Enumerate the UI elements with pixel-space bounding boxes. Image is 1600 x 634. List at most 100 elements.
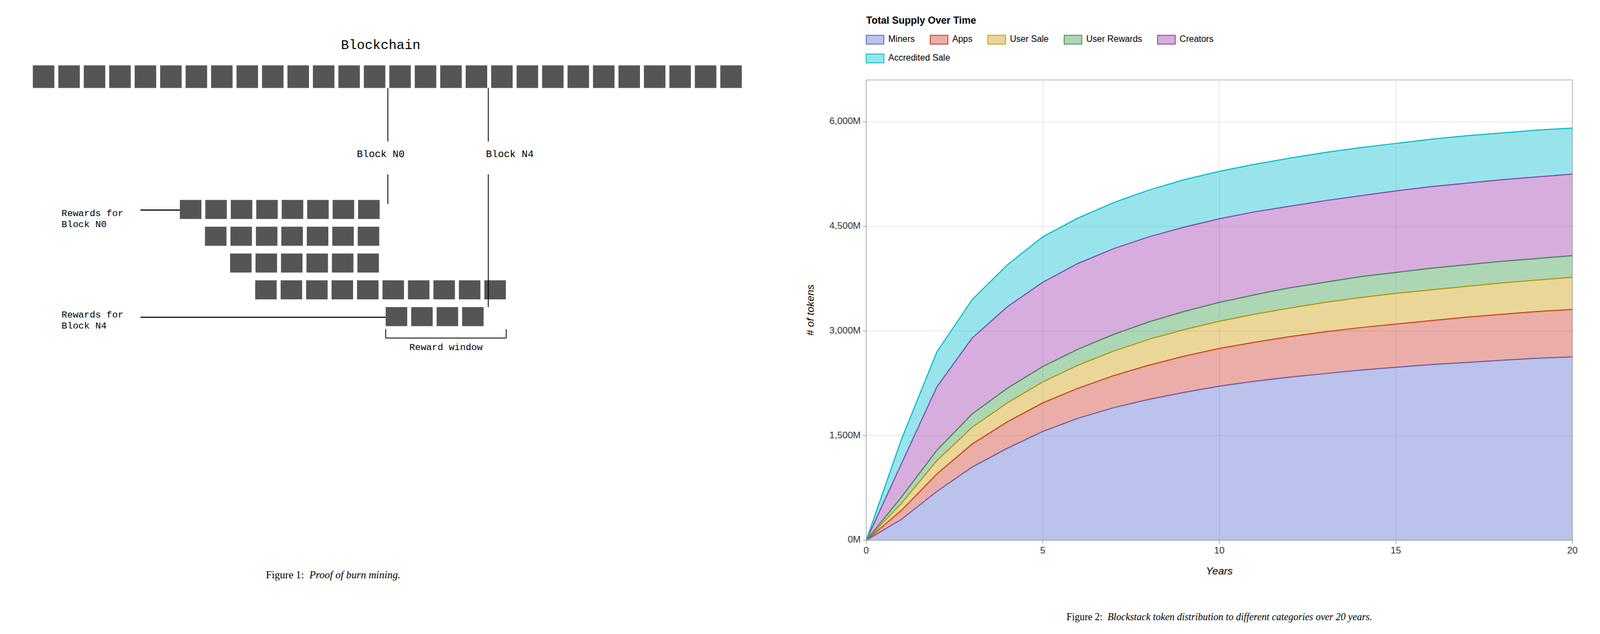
bracket xyxy=(385,329,387,339)
block xyxy=(567,65,590,89)
connector xyxy=(140,316,387,318)
legend-swatch xyxy=(987,35,1006,45)
block xyxy=(459,280,481,300)
legend-swatch xyxy=(866,35,884,45)
block xyxy=(306,226,329,247)
legend-swatch xyxy=(1157,35,1176,45)
legend-entry: Apps xyxy=(952,34,973,44)
tick-label: 0 xyxy=(863,545,869,557)
block xyxy=(542,65,564,89)
block xyxy=(363,65,386,89)
tick-label: 20 xyxy=(1567,545,1578,557)
tick xyxy=(862,435,867,437)
y-axis-label: # of tokens xyxy=(804,284,816,336)
bracket xyxy=(505,329,508,339)
connector xyxy=(487,88,489,142)
tick xyxy=(866,540,867,544)
connector xyxy=(387,174,389,205)
block xyxy=(280,253,303,274)
text-line: Block N4 xyxy=(486,148,534,160)
legend-entry: Miners xyxy=(888,34,915,44)
tick-label: 5 xyxy=(1040,545,1045,557)
block xyxy=(287,65,309,89)
tick xyxy=(1219,540,1220,544)
connector xyxy=(487,174,489,308)
grid xyxy=(866,80,1573,541)
block xyxy=(357,253,380,274)
block xyxy=(332,253,354,274)
legend-entry: User Rewards xyxy=(1086,34,1143,44)
block xyxy=(440,65,462,89)
block xyxy=(694,65,717,89)
tick xyxy=(862,121,867,122)
area-line xyxy=(866,174,1573,541)
block xyxy=(593,65,615,89)
plot-frame xyxy=(866,80,1573,541)
block xyxy=(357,226,380,247)
block xyxy=(280,280,303,300)
area xyxy=(866,174,1573,541)
block xyxy=(411,307,433,327)
block xyxy=(338,65,360,89)
caption-text: Proof of burn mining. xyxy=(304,569,401,582)
block xyxy=(465,65,488,89)
tick xyxy=(862,331,867,332)
block xyxy=(134,65,157,89)
block xyxy=(436,307,458,327)
block xyxy=(306,280,328,300)
block xyxy=(332,226,354,247)
block xyxy=(160,65,182,89)
block xyxy=(332,200,355,220)
caption: Figure 1: Proof of burn mining. xyxy=(265,569,401,582)
block xyxy=(109,65,131,89)
block xyxy=(281,200,304,220)
plot-background xyxy=(866,80,1573,541)
text-line: Block N4 xyxy=(61,321,108,332)
text-line: Block N0 xyxy=(356,148,405,160)
block xyxy=(230,253,252,274)
area-line xyxy=(866,128,1573,541)
figure: BlockchainBlock N0Block N4Rewards forBlo… xyxy=(0,0,1600,634)
legend-entry: Creators xyxy=(1179,34,1214,44)
block xyxy=(33,65,55,89)
block xyxy=(618,65,640,89)
block xyxy=(312,65,335,89)
tick-label: 3,000M xyxy=(829,325,861,336)
block xyxy=(356,280,379,300)
tick-label: 10 xyxy=(1214,545,1225,557)
tick xyxy=(1395,540,1397,544)
block xyxy=(484,280,506,300)
block xyxy=(256,200,278,220)
text-line: Block N0 xyxy=(61,220,108,231)
legend-swatch xyxy=(866,54,884,63)
text-line: Reward window xyxy=(409,342,483,354)
legend-entry: Accredited Sale xyxy=(888,52,951,63)
diagram: BlockchainBlock N0Block N4Rewards forBlo… xyxy=(33,38,743,581)
caption-prefix: Figure 1: xyxy=(265,569,304,582)
legend-swatch xyxy=(1064,35,1082,45)
tick-label: 15 xyxy=(1390,545,1402,557)
block xyxy=(389,65,412,89)
block xyxy=(643,65,666,89)
block xyxy=(83,65,106,89)
block xyxy=(516,65,538,89)
block xyxy=(306,253,328,274)
x-axis-label: Years xyxy=(1206,565,1234,578)
tick-label: 4,500M xyxy=(829,220,861,232)
block xyxy=(211,65,233,89)
caption-text: Blockstack token distribution to differe… xyxy=(1102,611,1373,623)
title: Blockchain xyxy=(340,38,421,53)
text-line: Rewards for xyxy=(61,310,124,321)
rewards-label: Rewards forBlock N0 xyxy=(61,208,124,231)
legend-entry: User Sale xyxy=(1009,34,1049,44)
legend-title: Total Supply Over Time xyxy=(866,14,976,26)
block xyxy=(358,200,380,220)
area xyxy=(866,128,1573,541)
block xyxy=(669,65,691,89)
caption-prefix: Figure 2: xyxy=(1066,611,1103,623)
block xyxy=(720,65,743,89)
connector xyxy=(387,88,389,142)
connector xyxy=(140,209,181,211)
block xyxy=(307,200,329,220)
bracket xyxy=(385,337,506,339)
